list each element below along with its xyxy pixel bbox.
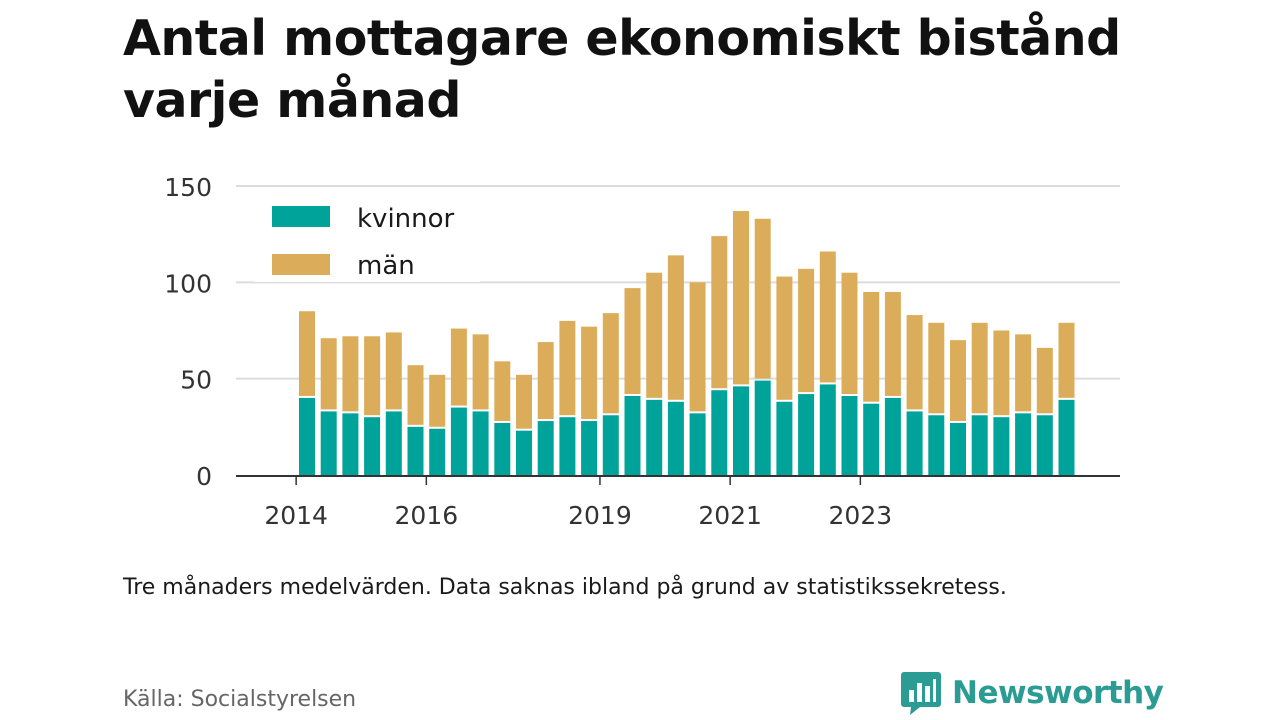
bar-man	[494, 361, 511, 421]
y-tick-label: 150	[164, 173, 212, 202]
bar-kvinnor	[429, 428, 446, 475]
bar-man	[516, 374, 532, 429]
bar-man	[299, 311, 315, 396]
bar-kvinnor	[733, 386, 749, 475]
bar-man	[819, 251, 836, 383]
bar-kvinnor	[950, 422, 966, 475]
bar-man	[472, 334, 489, 410]
y-tick-label: 100	[164, 269, 212, 298]
bar-kvinnor	[516, 430, 532, 475]
legend-swatch-kvinnor	[272, 206, 330, 227]
bar-man	[776, 276, 793, 400]
bar-kvinnor	[537, 421, 554, 475]
bar-man	[624, 288, 641, 395]
bar-kvinnor	[884, 397, 901, 475]
bar-kvinnor	[320, 411, 337, 475]
bar-man	[950, 340, 966, 421]
x-tick-label: 2019	[568, 501, 632, 530]
bar-man	[407, 365, 424, 425]
bar-kvinnor	[385, 411, 402, 475]
bar-man	[602, 313, 619, 414]
bar-kvinnor	[863, 403, 880, 475]
bar-man	[841, 272, 858, 395]
bar-kvinnor	[581, 421, 598, 475]
legend-swatch-man	[272, 254, 330, 275]
source-credit: Källa: Socialstyrelsen	[123, 687, 357, 712]
newsworthy-logo: Newsworthy	[900, 670, 1164, 716]
bar-man	[711, 236, 728, 389]
bar-man	[884, 291, 901, 396]
bar-kvinnor	[841, 396, 858, 475]
brand-name: Newsworthy	[952, 675, 1164, 711]
bar-man	[689, 282, 706, 412]
bar-kvinnor	[494, 422, 511, 475]
bar-man	[906, 315, 923, 410]
bar-man	[733, 211, 749, 385]
bar-man	[385, 332, 402, 410]
bar-kvinnor	[776, 401, 793, 475]
bar-kvinnor	[906, 411, 923, 475]
x-tick-label: 2014	[264, 501, 328, 530]
bar-kvinnor	[1036, 415, 1053, 475]
bar-kvinnor	[602, 415, 619, 475]
bar-man	[971, 322, 988, 414]
legend: kvinnor män	[254, 194, 480, 282]
bar-man	[581, 326, 598, 420]
bar-kvinnor	[689, 413, 706, 475]
bar-kvinnor	[624, 396, 641, 475]
x-tick-label: 2023	[829, 501, 893, 530]
bar-kvinnor	[472, 411, 489, 475]
bar-man	[429, 374, 446, 427]
bar-man	[364, 336, 381, 416]
bar-man	[863, 291, 880, 402]
bar-kvinnor	[646, 399, 663, 475]
bar-kvinnor	[1058, 399, 1075, 475]
bar-chart-speech-bubble-icon	[901, 672, 941, 715]
bar-kvinnor	[407, 426, 424, 475]
bar-kvinnor	[299, 397, 315, 475]
bar-kvinnor	[1015, 413, 1032, 475]
y-tick-label: 0	[196, 462, 212, 491]
bar-kvinnor	[971, 415, 988, 475]
bar-man	[646, 272, 663, 398]
bar-kvinnor	[928, 415, 945, 475]
x-tick-label: 2016	[395, 501, 459, 530]
bar-man	[342, 336, 359, 412]
x-tick-label: 2021	[698, 501, 762, 530]
bar-kvinnor	[667, 401, 684, 475]
bar-kvinnor	[364, 417, 381, 475]
bar-man	[798, 268, 815, 393]
chart-footnote: Tre månaders medelvärden. Data saknas ib…	[123, 575, 1007, 600]
bar-kvinnor	[993, 417, 1010, 475]
bar-man	[928, 322, 945, 414]
bar-man	[559, 320, 576, 416]
bar-kvinnor	[754, 380, 771, 475]
bar-man	[537, 342, 554, 420]
bar-kvinnor	[819, 384, 836, 475]
stacked-bar-chart: 0 50 100 150 2014 2016 2019 2021 2023 kvinnor mä…	[164, 173, 1120, 530]
bar-kvinnor	[711, 390, 728, 475]
bar-man	[450, 328, 467, 406]
chart-title: Antal mottagare ekonomiskt bistånd varje…	[123, 10, 1121, 129]
bar-man	[993, 330, 1010, 416]
bar-man	[1036, 347, 1053, 414]
bar-kvinnor	[450, 407, 467, 475]
bar-man	[320, 338, 337, 410]
legend-label-man: män	[357, 251, 415, 281]
legend-label-kvinnor: kvinnor	[357, 204, 455, 234]
bars-layer	[299, 211, 1075, 475]
bar-man	[1015, 334, 1032, 412]
y-tick-label: 50	[180, 366, 212, 395]
bar-kvinnor	[798, 394, 815, 475]
bar-man	[667, 255, 684, 400]
bar-kvinnor	[342, 413, 359, 475]
bar-kvinnor	[559, 417, 576, 475]
bar-man	[1058, 322, 1075, 398]
axis-layer: 0 50 100 150 2014 2016 2019 2021 2023	[164, 173, 1120, 530]
bar-man	[754, 218, 771, 379]
